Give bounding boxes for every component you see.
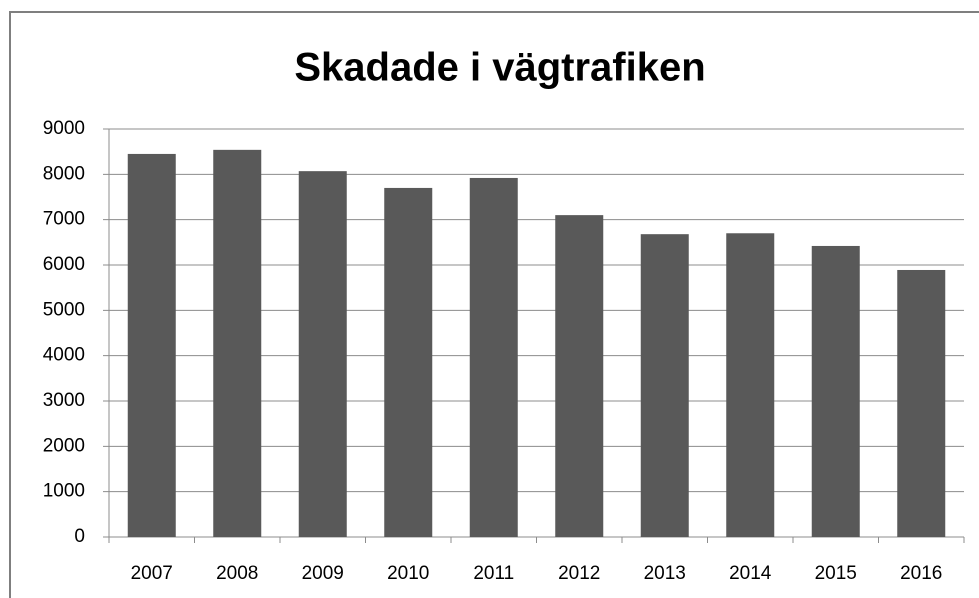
- x-tick-label: 2013: [644, 563, 686, 584]
- x-tick-label: 2010: [387, 563, 429, 584]
- bar: [897, 269, 946, 537]
- y-tick-label: 6000: [43, 254, 85, 275]
- y-tick-label: 3000: [43, 390, 85, 411]
- x-tick-label: 2016: [900, 563, 942, 584]
- x-tick-label: 2011: [473, 563, 514, 584]
- y-tick-label: 1000: [43, 481, 85, 502]
- bar: [640, 234, 689, 537]
- bar: [384, 187, 433, 537]
- bar: [726, 233, 775, 537]
- y-tick-label: 5000: [43, 299, 85, 320]
- bar: [213, 149, 262, 537]
- x-tick-label: 2015: [815, 563, 857, 584]
- chart-title: Skadade i vägtrafiken: [294, 46, 705, 90]
- bar: [127, 153, 176, 537]
- x-tick-label: 2012: [558, 563, 600, 584]
- x-tick-label: 2014: [729, 563, 772, 584]
- bar: [469, 177, 518, 537]
- y-tick-label: 8000: [43, 163, 85, 184]
- bar: [555, 215, 604, 537]
- x-tick-label: 2007: [131, 563, 173, 584]
- bar: [811, 245, 860, 537]
- y-tick-label: 2000: [43, 435, 85, 456]
- x-tick-label: 2009: [302, 563, 344, 584]
- y-tick-label: 4000: [43, 345, 85, 366]
- x-tick-label: 2008: [216, 563, 258, 584]
- y-tick-label: 0: [74, 526, 85, 547]
- y-tick-label: 7000: [43, 209, 85, 230]
- bar: [298, 171, 347, 537]
- y-tick-label: 9000: [43, 118, 85, 139]
